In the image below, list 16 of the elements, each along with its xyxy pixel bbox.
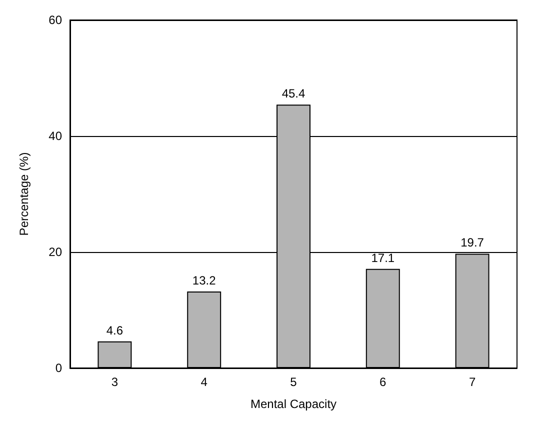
x-tick-label: 4 xyxy=(200,375,208,389)
x-tick-label: 3 xyxy=(111,375,118,389)
data-label: 19.7 xyxy=(460,236,484,250)
x-tick-label: 7 xyxy=(468,375,476,389)
data-label: 13.2 xyxy=(192,273,216,288)
x-tick-label: 6 xyxy=(380,375,387,389)
data-label: 45.4 xyxy=(282,86,306,101)
y-tick-label: 40 xyxy=(48,129,62,143)
y-tick-label: 0 xyxy=(55,361,62,375)
y-tick-label: 20 xyxy=(48,245,62,259)
x-tick-label: 5 xyxy=(290,375,298,389)
y-tick-label: 60 xyxy=(48,13,62,27)
data-label: 4.6 xyxy=(106,323,124,338)
x-axis-title: Mental Capacity xyxy=(250,397,337,411)
y-axis-title: Percentage (%) xyxy=(17,152,31,236)
data-label: 17.1 xyxy=(371,250,395,265)
